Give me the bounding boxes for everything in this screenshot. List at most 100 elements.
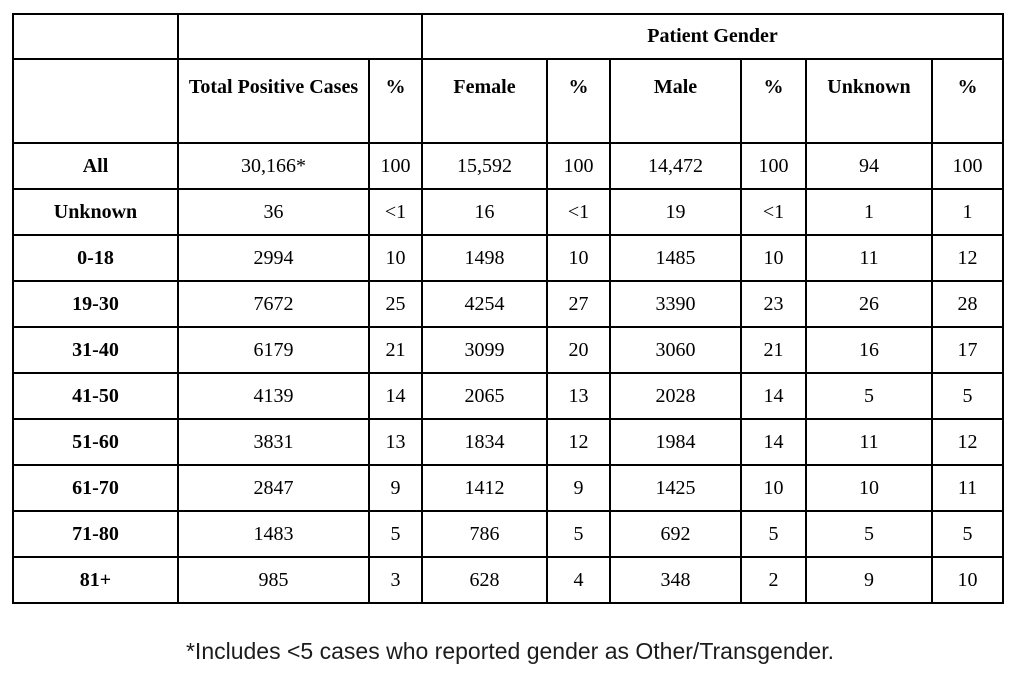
data-cell: 20	[546, 326, 611, 374]
data-cell: 1485	[609, 234, 742, 282]
data-cell: 16	[421, 188, 548, 236]
col-header-female-percent: %	[546, 58, 611, 144]
data-cell: 12	[930, 234, 1005, 282]
row-label: 71-80	[12, 510, 179, 558]
data-cell: 4	[546, 556, 611, 604]
col-header-male-percent: %	[740, 58, 807, 144]
data-cell: 21	[368, 326, 423, 374]
data-cell: 6179	[177, 326, 370, 374]
data-cell: 2028	[609, 372, 742, 420]
row-label: 61-70	[12, 464, 179, 512]
data-cell: 26	[805, 280, 933, 328]
data-cell: 3831	[177, 418, 370, 466]
table-row: 81+ 985 3 628 4 348 2 9 10	[12, 556, 1005, 604]
table-row: 51-60 3831 13 1834 12 1984 14 11 12	[12, 418, 1005, 466]
data-cell: 9	[546, 464, 611, 512]
data-cell: <1	[740, 188, 807, 236]
table-row: 19-30 7672 25 4254 27 3390 23 26 28	[12, 280, 1005, 328]
data-cell: 100	[546, 142, 611, 190]
row-label: 19-30	[12, 280, 179, 328]
col-header-unknown: Unknown	[805, 58, 933, 144]
table-body: All 30,166* 100 15,592 100 14,472 100 94 100 Unkn…	[12, 142, 1005, 604]
data-cell: 94	[805, 142, 933, 190]
data-cell: 2065	[421, 372, 548, 420]
data-cell: 2847	[177, 464, 370, 512]
row-label: 81+	[12, 556, 179, 604]
column-header-row: Total Positive Cases % Female % Male % U…	[12, 58, 1005, 144]
data-cell: <1	[368, 188, 423, 236]
data-cell: 11	[805, 418, 933, 466]
data-cell: 11	[930, 464, 1005, 512]
data-cell: 21	[740, 326, 807, 374]
footnote: *Includes <5 cases who reported gender a…	[185, 638, 834, 664]
data-cell: 1412	[421, 464, 548, 512]
patient-gender-table: Patient Gender Total Positive Cases % Fe…	[12, 13, 1005, 604]
gender-header-row: Patient Gender	[12, 13, 1005, 60]
data-cell: 5	[930, 510, 1005, 558]
data-cell: 1498	[421, 234, 548, 282]
data-cell: 628	[421, 556, 548, 604]
data-cell: 1483	[177, 510, 370, 558]
data-cell: 5	[546, 510, 611, 558]
table-row: 41-50 4139 14 2065 13 2028 14 5 5	[12, 372, 1005, 420]
data-cell: 9	[805, 556, 933, 604]
patient-gender-header: Patient Gender	[420, 13, 1005, 60]
data-cell: 10	[805, 464, 933, 512]
data-cell: 100	[368, 142, 423, 190]
data-cell: 5	[368, 510, 423, 558]
data-cell: 2994	[177, 234, 370, 282]
table-row: 0-18 2994 10 1498 10 1485 10 11 12	[12, 234, 1005, 282]
row-label: 31-40	[12, 326, 179, 374]
data-cell: 11	[805, 234, 933, 282]
data-cell: 14	[740, 372, 807, 420]
data-cell: 5	[930, 372, 1005, 420]
table-container: Patient Gender Total Positive Cases % Fe…	[12, 13, 1005, 604]
col-header-total-positive-cases: Total Positive Cases	[177, 58, 370, 144]
data-cell: 5	[805, 372, 933, 420]
data-cell: 2	[740, 556, 807, 604]
data-cell: 1984	[609, 418, 742, 466]
data-cell: 3060	[609, 326, 742, 374]
data-cell: 692	[609, 510, 742, 558]
data-cell: 13	[368, 418, 423, 466]
data-cell: 25	[368, 280, 423, 328]
row-label: 41-50	[12, 372, 179, 420]
row-label: 0-18	[12, 234, 179, 282]
data-cell: 12	[930, 418, 1005, 466]
data-cell: 12	[546, 418, 611, 466]
data-cell: 7672	[177, 280, 370, 328]
data-cell: 786	[421, 510, 548, 558]
data-cell: 1425	[609, 464, 742, 512]
col-header-total-percent: %	[368, 58, 423, 144]
blank-corner-cell	[12, 13, 179, 60]
data-cell: 14	[368, 372, 423, 420]
data-cell: 3390	[609, 280, 742, 328]
data-cell: 15,592	[421, 142, 548, 190]
row-label: Unknown	[12, 188, 179, 236]
data-cell: 10	[740, 234, 807, 282]
data-cell: 100	[740, 142, 807, 190]
data-cell: 17	[930, 326, 1005, 374]
data-cell: 5	[740, 510, 807, 558]
data-cell: 4254	[421, 280, 548, 328]
data-cell: 1834	[421, 418, 548, 466]
data-cell: 4139	[177, 372, 370, 420]
data-cell: 14,472	[609, 142, 742, 190]
table-row: Unknown 36 <1 16 <1 19 <1 1 1	[12, 188, 1005, 236]
data-cell: 100	[930, 142, 1005, 190]
data-cell: 348	[609, 556, 742, 604]
data-cell: 3099	[421, 326, 548, 374]
data-cell: 9	[368, 464, 423, 512]
data-cell: 28	[930, 280, 1005, 328]
data-cell: 27	[546, 280, 611, 328]
data-cell: 10	[368, 234, 423, 282]
col-header-male: Male	[609, 58, 742, 144]
data-cell: 5	[805, 510, 933, 558]
table-row: 31-40 6179 21 3099 20 3060 21 16 17	[12, 326, 1005, 374]
data-cell: 985	[177, 556, 370, 604]
blank-total-header-cell	[177, 13, 423, 60]
data-cell: 1	[930, 188, 1005, 236]
col-header-unknown-percent: %	[930, 58, 1005, 144]
data-cell: 10	[930, 556, 1005, 604]
